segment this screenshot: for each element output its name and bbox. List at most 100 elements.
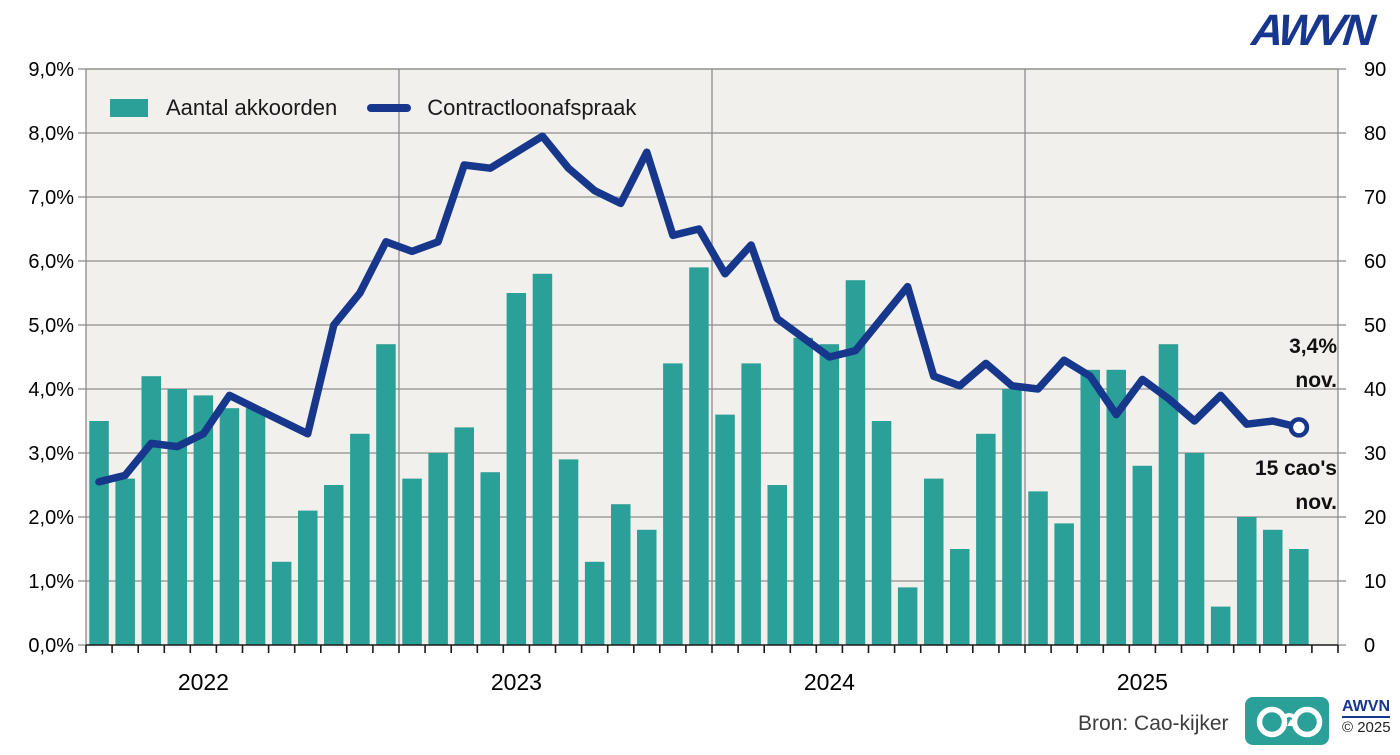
glasses-right-lens-icon bbox=[1291, 706, 1323, 738]
glasses-left-lens-icon bbox=[1256, 706, 1288, 738]
footer-awvn: AWVN © 2025 bbox=[1342, 697, 1398, 737]
bar bbox=[506, 293, 527, 645]
legend-line-swatch bbox=[367, 104, 412, 112]
svg-text:6,0%: 6,0% bbox=[28, 251, 74, 273]
bar bbox=[1237, 517, 1257, 645]
bar bbox=[402, 478, 422, 645]
svg-text:9,0%: 9,0% bbox=[28, 59, 74, 81]
bar bbox=[819, 344, 840, 645]
bar bbox=[298, 510, 318, 645]
bar bbox=[193, 395, 214, 645]
bar bbox=[845, 280, 866, 645]
svg-text:1,0%: 1,0% bbox=[28, 571, 74, 593]
svg-text:50: 50 bbox=[1364, 315, 1386, 337]
svg-text:70: 70 bbox=[1364, 187, 1386, 209]
bar bbox=[584, 561, 605, 645]
right-axis-labels: 0 10 20 30 40 50 60 70 80 90 bbox=[1364, 59, 1386, 657]
svg-text:2024: 2024 bbox=[804, 669, 855, 695]
vertical-gridlines bbox=[85, 68, 1339, 645]
bar bbox=[558, 459, 579, 645]
bar bbox=[454, 427, 474, 645]
footer-awvn-name: AWVN bbox=[1342, 697, 1390, 718]
annotation-bar-end-value: 15 cao's bbox=[1254, 457, 1337, 480]
bar bbox=[115, 478, 135, 645]
bar bbox=[271, 561, 292, 645]
annotation-bar-end: 15 cao's nov. bbox=[1255, 452, 1337, 520]
bar bbox=[1080, 369, 1100, 645]
svg-text:2023: 2023 bbox=[491, 669, 542, 695]
line-end-marker bbox=[1288, 417, 1310, 438]
bar bbox=[637, 529, 657, 645]
bar bbox=[741, 363, 761, 645]
svg-text:10: 10 bbox=[1364, 571, 1386, 593]
source-label: Bron: Cao-kijker bbox=[1078, 712, 1229, 735]
bar bbox=[924, 478, 944, 645]
svg-text:90: 90 bbox=[1364, 59, 1386, 81]
svg-text:8,0%: 8,0% bbox=[28, 123, 74, 145]
bar bbox=[897, 587, 918, 645]
svg-text:30: 30 bbox=[1364, 443, 1386, 465]
bar bbox=[715, 414, 735, 645]
svg-text:7,0%: 7,0% bbox=[28, 187, 74, 209]
bar bbox=[480, 472, 500, 645]
bar bbox=[1132, 465, 1153, 645]
svg-text:0,0%: 0,0% bbox=[28, 635, 74, 657]
bar bbox=[532, 273, 553, 645]
bar bbox=[1002, 389, 1022, 645]
chart-legend: Aantal akkoorden Contractloonafspraak bbox=[110, 95, 636, 121]
bar bbox=[1106, 369, 1126, 645]
bar bbox=[89, 421, 109, 645]
svg-text:5,0%: 5,0% bbox=[28, 315, 74, 337]
svg-text:4,0%: 4,0% bbox=[28, 379, 74, 401]
svg-text:80: 80 bbox=[1364, 123, 1386, 145]
bar bbox=[1210, 606, 1231, 645]
bar bbox=[219, 408, 240, 645]
bar bbox=[1263, 529, 1283, 645]
left-axis-labels: 0,0% 1,0% 2,0% 3,0% 4,0% 5,0% 6,0% 7,0% 8,0% 9,0% bbox=[28, 59, 74, 657]
svg-text:20: 20 bbox=[1364, 507, 1386, 529]
legend-bar-label: Aantal akkoorden bbox=[166, 95, 338, 120]
bar bbox=[689, 267, 709, 645]
bar bbox=[141, 376, 161, 645]
footer-copyright: © 2025 bbox=[1342, 719, 1391, 736]
legend-line-label: Contractloonafspraak bbox=[427, 95, 637, 120]
annotation-bar-end-month: nov. bbox=[1295, 491, 1337, 514]
glasses-bridge-icon bbox=[1282, 713, 1297, 720]
svg-text:2022: 2022 bbox=[178, 669, 229, 695]
svg-text:60: 60 bbox=[1364, 251, 1386, 273]
bar bbox=[976, 433, 996, 645]
bar bbox=[324, 485, 344, 645]
bar bbox=[350, 433, 370, 645]
bar bbox=[167, 389, 187, 645]
bar bbox=[1028, 491, 1048, 645]
annotation-line-end: 3,4% nov. bbox=[1289, 330, 1337, 398]
svg-text:3,0%: 3,0% bbox=[28, 443, 74, 465]
bar bbox=[871, 421, 892, 645]
legend-bar-swatch bbox=[110, 99, 148, 117]
svg-text:2,0%: 2,0% bbox=[28, 507, 74, 529]
bar bbox=[793, 337, 813, 645]
glasses-nose-icon bbox=[1287, 719, 1295, 726]
bar bbox=[950, 549, 970, 645]
x-axis bbox=[85, 644, 1339, 653]
svg-text:40: 40 bbox=[1364, 379, 1386, 401]
bar bbox=[1289, 549, 1309, 645]
bar bbox=[1184, 453, 1205, 645]
wage-line bbox=[95, 132, 1303, 486]
svg-text:0: 0 bbox=[1364, 635, 1375, 657]
bar bbox=[428, 453, 448, 645]
bar bbox=[1054, 523, 1074, 645]
svg-text:2025: 2025 bbox=[1117, 669, 1168, 695]
cao-kijker-logo bbox=[1245, 697, 1329, 745]
annotation-line-end-value: 3,4% bbox=[1289, 335, 1337, 358]
bar bbox=[663, 363, 683, 645]
awvn-logo: AWVN bbox=[1249, 6, 1375, 55]
bar bbox=[767, 485, 787, 645]
bar bbox=[245, 408, 266, 645]
annotation-line-end-month: nov. bbox=[1295, 369, 1337, 392]
bar bbox=[1158, 344, 1179, 645]
bar bbox=[611, 504, 631, 645]
x-axis-year-labels: 2022 2023 2024 2025 bbox=[178, 669, 1168, 695]
